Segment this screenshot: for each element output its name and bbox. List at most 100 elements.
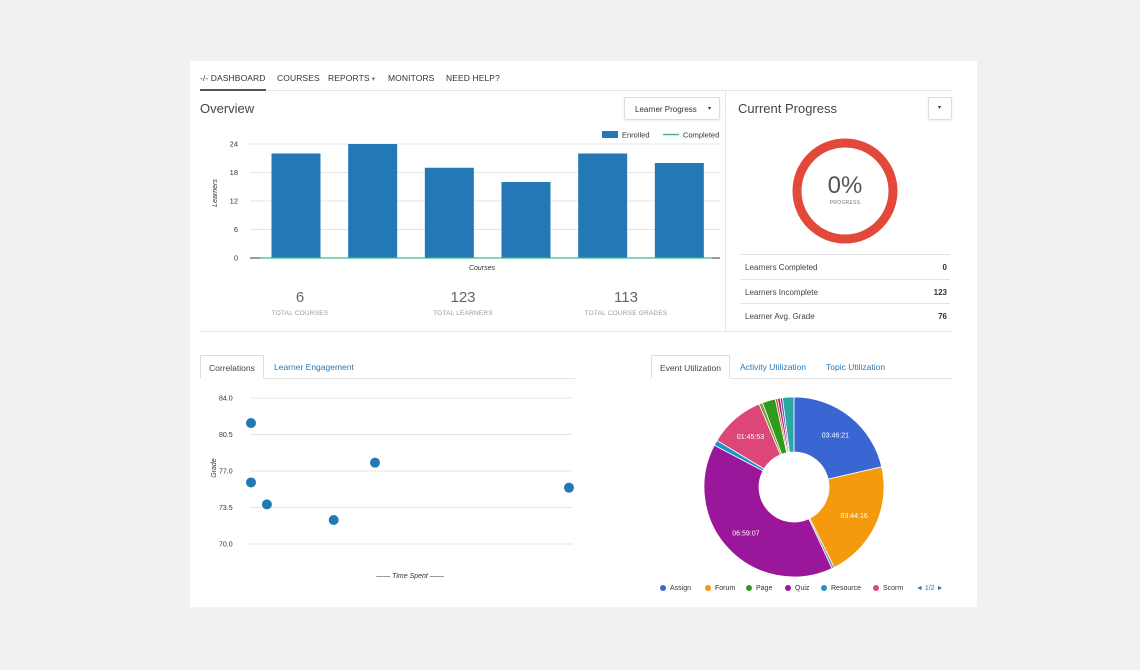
- tab-correlations[interactable]: Correlations: [200, 355, 264, 379]
- bar-enrolled[interactable]: [271, 153, 321, 259]
- nav-dashboard[interactable]: -/- DASHBOARD: [200, 73, 266, 91]
- dashboard-panel: -/- DASHBOARD COURSES REPORTS ▾ MONITORS …: [190, 61, 977, 607]
- chevron-down-icon: ▾: [938, 105, 942, 111]
- stat-value: 123: [450, 289, 476, 306]
- nav-reports[interactable]: REPORTS ▾: [328, 73, 375, 83]
- legend-label: Scorm: [883, 585, 904, 592]
- donut-slice-label: 01:45:53: [737, 434, 764, 441]
- legend-completed-label: Completed: [683, 131, 719, 140]
- progress-ring: 0% PROGRESS: [788, 134, 902, 248]
- stat-total-learners: 123 TOTAL LEARNERS: [398, 289, 528, 317]
- bar-enrolled[interactable]: [424, 167, 474, 258]
- donut-slice-label: 03:44:16: [841, 513, 868, 520]
- scatter-point[interactable]: [564, 482, 574, 493]
- stat-value: 6: [295, 289, 305, 306]
- donut-slice-label: 03:46:21: [822, 432, 849, 439]
- legend-dot: [873, 585, 879, 591]
- bar-y-axis-label: Learners: [212, 179, 219, 207]
- progress-row-completed: Learners Completed 0: [740, 254, 950, 279]
- tab-activity-utilization[interactable]: Activity Utilization: [740, 362, 807, 372]
- chevron-down-icon: ▾: [371, 76, 376, 83]
- legend-dot: [746, 585, 752, 591]
- nav-monitors[interactable]: MONITORS: [388, 73, 435, 83]
- stat-label: TOTAL COURSE GRADES: [584, 310, 668, 317]
- legend-label: Assign: [670, 585, 692, 592]
- stat-total-course-grades: 113 TOTAL COURSE GRADES: [561, 289, 691, 317]
- scatter-point[interactable]: [261, 499, 272, 510]
- progress-ring-track: [792, 138, 898, 244]
- bar-y-tick-label: 0: [234, 254, 238, 263]
- bar-enrolled[interactable]: [654, 163, 704, 258]
- legend-enrolled-label: Enrolled: [622, 131, 650, 140]
- nav-need-help[interactable]: NEED HELP?: [446, 73, 500, 83]
- scatter-point[interactable]: [328, 515, 339, 526]
- legend-item-resource[interactable]: Resource: [821, 585, 861, 592]
- tab-topic-utilization[interactable]: Topic Utilization: [826, 362, 886, 372]
- bar-y-tick-label: 6: [234, 225, 238, 234]
- legend-enrolled-swatch: [602, 131, 618, 138]
- progress-row-value: 76: [938, 312, 947, 321]
- legend-dot: [821, 585, 827, 591]
- bar-y-tick-label: 24: [230, 140, 238, 149]
- bar-legend: Enrolled Completed: [602, 131, 719, 140]
- top-nav: -/- DASHBOARD COURSES REPORTS ▾ MONITORS …: [200, 61, 953, 91]
- donut-slice[interactable]: [809, 466, 885, 569]
- nav-courses[interactable]: COURSES: [277, 73, 320, 83]
- scatter-point[interactable]: [246, 418, 256, 429]
- event-utilization-donut-chart: 03:46:21 03:44:16 06:59:07 01:45:53: [703, 396, 885, 578]
- legend-dot: [705, 585, 711, 591]
- scatter-y-tick-label: 73.5: [219, 505, 233, 512]
- progress-percent-label: PROGRESS: [829, 200, 861, 206]
- progress-percent: 0%: [827, 172, 863, 199]
- progress-row-value: 123: [933, 288, 947, 297]
- scatter-x-axis-label: —— Time Spent ——: [375, 573, 445, 580]
- legend-label: Page: [756, 585, 773, 592]
- legend-label: Quiz: [795, 585, 810, 592]
- learner-progress-dropdown-label: Learner Progress: [635, 105, 697, 114]
- legend-label: Resource: [831, 585, 861, 592]
- donut-slice[interactable]: [781, 396, 795, 453]
- legend-item-page[interactable]: Page: [746, 585, 772, 592]
- current-progress-dropdown[interactable]: ▾: [928, 97, 952, 120]
- legend-pager[interactable]: ◄ 1/2 ►: [916, 585, 944, 592]
- overview-bar-chart: 0 6 12 18 24 Learners Courses Enrolled Compl…: [212, 131, 720, 272]
- legend-item-scorm[interactable]: Scorm: [873, 585, 903, 592]
- stat-label: TOTAL LEARNERS: [433, 310, 493, 317]
- legend-item-forum[interactable]: Forum: [705, 585, 735, 592]
- bar-enrolled[interactable]: [348, 144, 398, 258]
- legend-item-assign[interactable]: Assign: [660, 585, 691, 592]
- scatter-point[interactable]: [370, 457, 381, 468]
- tab-learner-engagement[interactable]: Learner Engagement: [274, 362, 354, 372]
- tab-event-utilization[interactable]: Event Utilization: [651, 355, 730, 379]
- stat-value: 113: [614, 289, 638, 306]
- progress-row-label: Learners Completed: [745, 263, 818, 272]
- progress-row-avg-grade: Learner Avg. Grade 76: [740, 303, 950, 328]
- legend-label: Forum: [715, 585, 736, 592]
- bar-y-tick-label: 18: [230, 168, 238, 177]
- legend-dot: [660, 585, 666, 591]
- donut-slice[interactable]: [703, 444, 833, 578]
- correlation-scatter-chart: 84.0 80.5 77.0 73.5 70.0 Grade —— Time Spent…: [211, 396, 574, 580]
- utilization-tabs: Event Utilization Activity Utilization T…: [651, 355, 953, 379]
- bar-enrolled[interactable]: [501, 182, 551, 258]
- bar-enrolled[interactable]: [578, 153, 628, 259]
- scatter-y-tick-label: 80.5: [219, 432, 233, 439]
- donut-slice[interactable]: [793, 396, 883, 480]
- legend-item-quiz[interactable]: Quiz: [785, 585, 809, 592]
- stat-label: TOTAL COURSES: [271, 310, 329, 317]
- current-progress-title: Current Progress: [738, 101, 837, 116]
- scatter-y-tick-label: 77.0: [219, 469, 233, 476]
- section-divider: [725, 91, 726, 331]
- progress-row-incomplete: Learners Incomplete 123: [740, 279, 950, 304]
- progress-ring-graphic: [792, 138, 898, 244]
- scatter-y-tick-label: 70.0: [219, 542, 233, 549]
- bar-x-axis-label: Courses: [469, 265, 496, 272]
- scatter-y-tick-label: 84.0: [219, 396, 233, 403]
- section-divider: [200, 331, 953, 332]
- learner-progress-dropdown[interactable]: Learner Progress ▾: [624, 97, 720, 120]
- donut-slice-label: 06:59:07: [732, 530, 759, 537]
- scatter-y-axis-label: Grade: [211, 458, 218, 478]
- nav-reports-label: REPORTS: [328, 73, 370, 83]
- overview-title: Overview: [200, 101, 255, 116]
- scatter-point[interactable]: [246, 477, 256, 488]
